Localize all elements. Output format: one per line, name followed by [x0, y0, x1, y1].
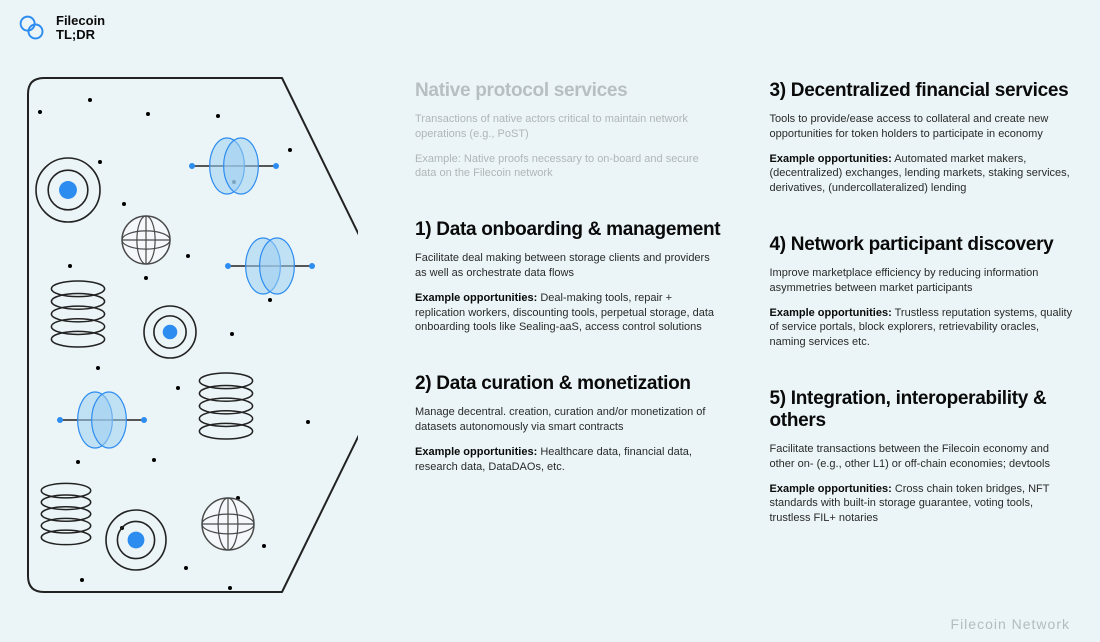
section-title: 1) Data onboarding & management — [415, 219, 722, 241]
section-4: 4) Network participant discovery Improve… — [770, 234, 1077, 360]
section-title: 5) Integration, interoperability & other… — [770, 388, 1077, 432]
section-3: 3) Decentralized financial services Tool… — [770, 80, 1077, 206]
section-opportunities: Example opportunities: Automated market … — [770, 152, 1077, 197]
opp-label: Example opportunities: — [770, 307, 892, 319]
column-right: 3) Decentralized financial services Tool… — [770, 80, 1077, 536]
section-title: Native protocol services — [415, 80, 722, 102]
section-native: Native protocol services Transactions of… — [415, 80, 722, 191]
section-desc: Manage decentral. creation, curation and… — [415, 405, 722, 435]
column-left: Native protocol services Transactions of… — [415, 80, 722, 536]
section-2: 2) Data curation & monetization Manage d… — [415, 373, 722, 484]
section-desc: Improve marketplace efficiency by reduci… — [770, 266, 1077, 296]
section-5: 5) Integration, interoperability & other… — [770, 388, 1077, 536]
watermark-text: Filecoin Network — [951, 616, 1070, 632]
section-opportunities: Example opportunities: Deal-making tools… — [415, 291, 722, 336]
section-desc: Facilitate deal making between storage c… — [415, 251, 722, 281]
funnel-graphic — [18, 70, 358, 600]
section-opportunities: Example opportunities: Healthcare data, … — [415, 445, 722, 475]
section-opportunities: Example opportunities: Cross chain token… — [770, 482, 1077, 527]
section-example: Example: Native proofs necessary to on-b… — [415, 152, 722, 182]
brand-line1: Filecoin — [56, 14, 105, 28]
section-title: 2) Data curation & monetization — [415, 373, 722, 395]
brand-line2: TL;DR — [56, 28, 105, 42]
section-1: 1) Data onboarding & management Facilita… — [415, 219, 722, 345]
opp-label: Example opportunities: — [770, 153, 892, 165]
section-desc: Tools to provide/ease access to collater… — [770, 112, 1077, 142]
section-title: 4) Network participant discovery — [770, 234, 1077, 256]
section-desc: Transactions of native actors critical t… — [415, 112, 722, 142]
content-columns: Native protocol services Transactions of… — [415, 80, 1076, 536]
opp-label: Example opportunities: — [770, 483, 892, 495]
brand-text: Filecoin TL;DR — [56, 14, 105, 43]
filecoin-logo-icon — [18, 14, 46, 42]
section-desc: Facilitate transactions between the File… — [770, 442, 1077, 472]
brand-header: Filecoin TL;DR — [18, 14, 105, 43]
section-title: 3) Decentralized financial services — [770, 80, 1077, 102]
section-opportunities: Example opportunities: Trustless reputat… — [770, 306, 1077, 351]
opp-label: Example opportunities: — [415, 292, 537, 304]
opp-label: Example opportunities: — [415, 446, 537, 458]
